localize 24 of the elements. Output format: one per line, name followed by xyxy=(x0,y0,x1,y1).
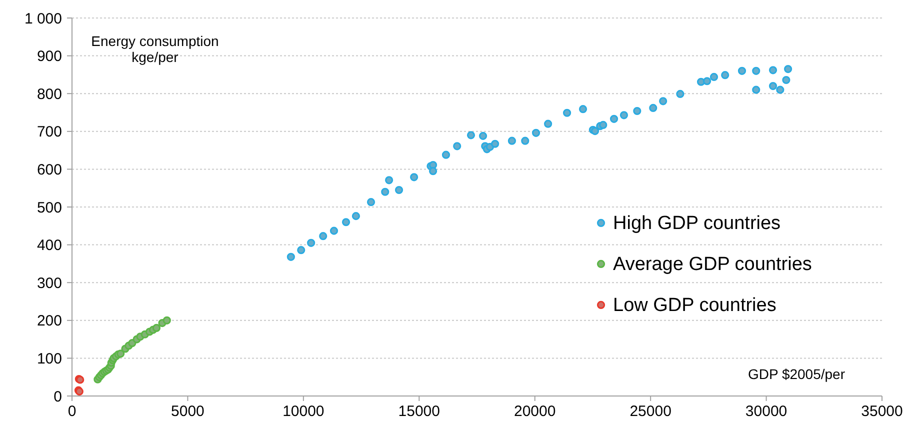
legend-label: Low GDP countries xyxy=(613,294,776,316)
legend-label: High GDP countries xyxy=(613,212,781,234)
x-tick-label: 0 xyxy=(68,403,76,420)
y-tick-label: 1 000 xyxy=(24,10,62,28)
y-tick-label: 800 xyxy=(36,86,62,103)
y-tick-label: 600 xyxy=(36,161,62,178)
legend-label: Average GDP countries xyxy=(613,254,812,275)
y-axis-title: Energy consumption kge/per xyxy=(91,33,219,65)
x-tick-label: 20000 xyxy=(514,403,556,420)
x-tick-label: 10000 xyxy=(282,403,324,420)
x-tick-label: 35000 xyxy=(861,403,903,420)
y-tick-label: 0 xyxy=(54,388,62,406)
x-tick-label: 30000 xyxy=(745,403,788,420)
x-axis-title: GDP $2005/per xyxy=(748,366,846,382)
y-tick-label: 300 xyxy=(36,274,62,292)
y-tick-label: 900 xyxy=(36,48,62,66)
y-tick-label: 500 xyxy=(36,199,62,216)
x-tick-label: 15000 xyxy=(398,403,440,420)
y-tick-label: 700 xyxy=(36,124,62,141)
y-tick-label: 400 xyxy=(36,237,62,254)
x-tick-label: 5000 xyxy=(171,403,204,420)
x-tick-label: 25000 xyxy=(630,403,672,420)
y-tick-label: 200 xyxy=(36,312,62,330)
y-tick-label: 100 xyxy=(36,350,62,368)
